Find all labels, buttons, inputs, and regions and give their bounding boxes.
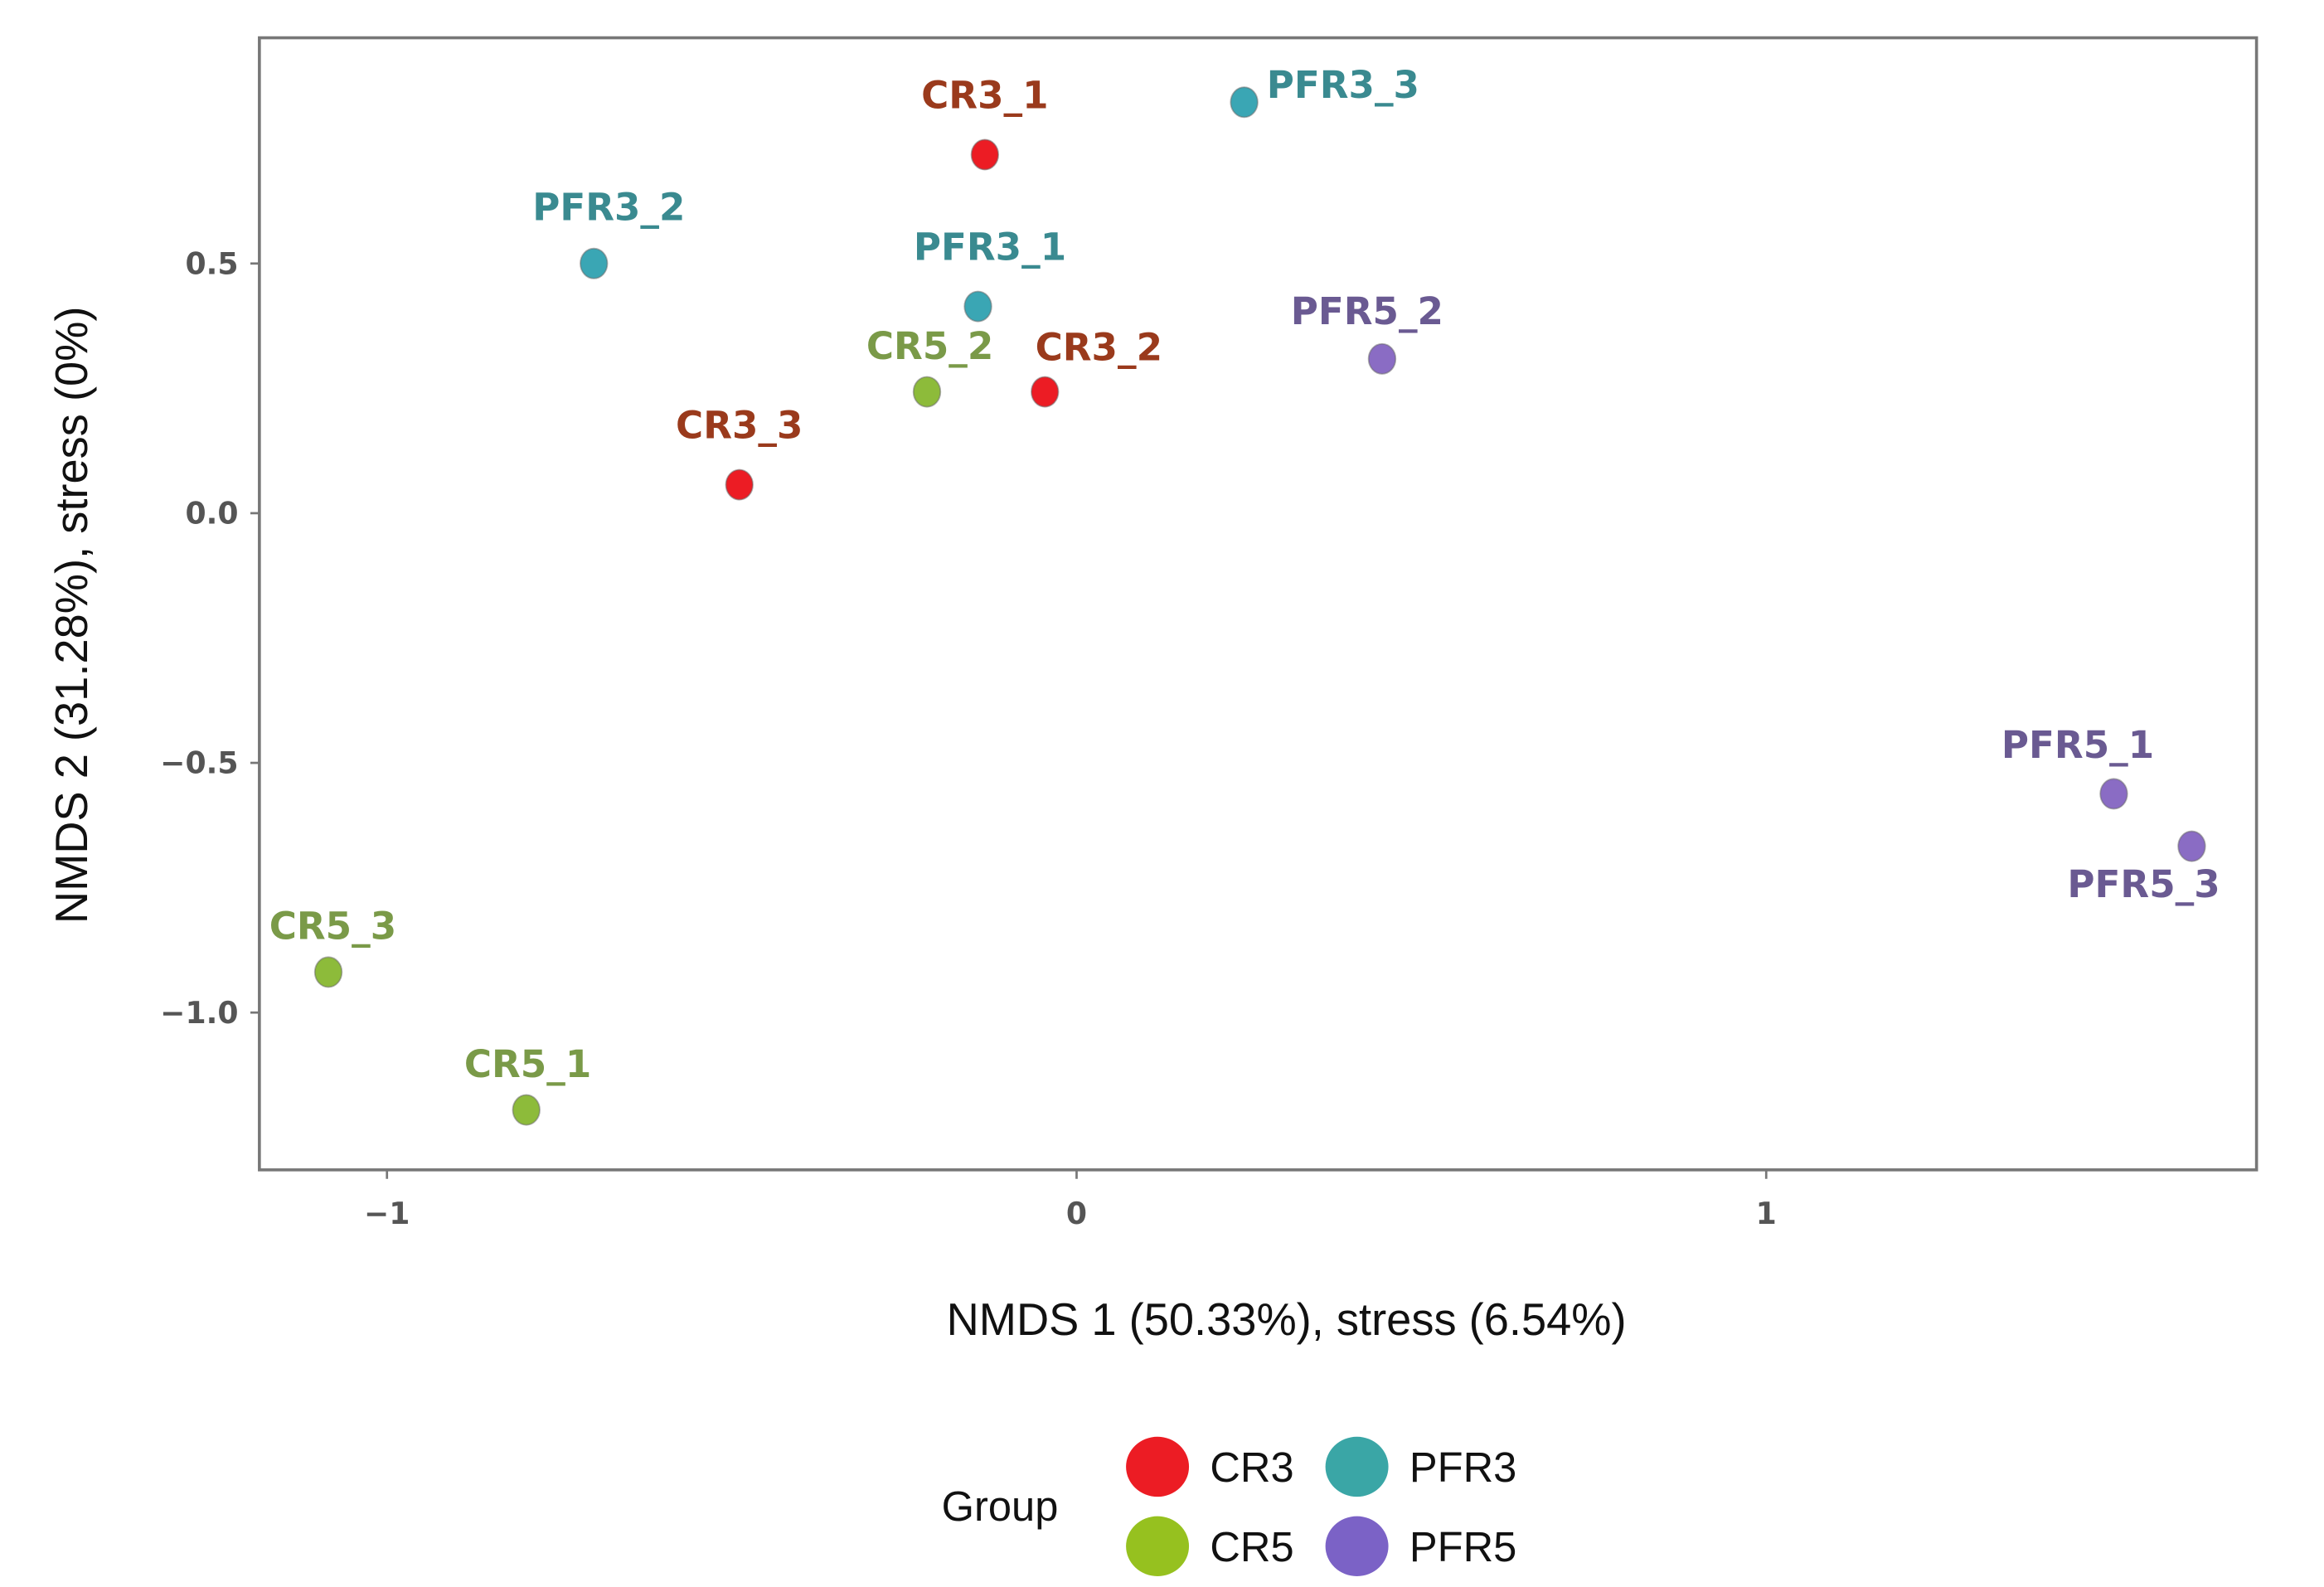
legend-item-cr3: CR3: [1126, 1436, 1294, 1497]
point-label: PFR3_3: [1267, 63, 1419, 107]
legend-item-pfr3: PFR3: [1325, 1436, 1516, 1497]
data-point-pfr3-1: PFR3_1: [914, 226, 1066, 323]
point-marker: [313, 956, 343, 988]
legend: Group CR3 PFR3 CR5 PFR5: [942, 1436, 1516, 1576]
legend-label: CR3: [1210, 1444, 1293, 1491]
point-marker: [1031, 376, 1060, 408]
legend-title: Group: [942, 1483, 1059, 1530]
data-point-cr5-2: CR5_2: [866, 324, 993, 408]
y-tick-label: 0.5: [185, 245, 238, 281]
point-label: PFR5_1: [2001, 723, 2154, 767]
point-marker: [580, 247, 609, 279]
point-marker: [963, 290, 992, 323]
legend-label: CR5: [1210, 1523, 1293, 1570]
x-tick-label: 0: [1066, 1196, 1087, 1231]
point-label: CR5_1: [464, 1042, 591, 1086]
point-label: PFR5_3: [2067, 862, 2220, 906]
point-marker: [2177, 830, 2206, 862]
x-axis-label: NMDS 1 (50.33%), stress (6.54%): [947, 1295, 1627, 1345]
legend-item-cr5: CR5: [1126, 1516, 1294, 1576]
legend-swatch: [1325, 1516, 1389, 1576]
data-point-cr5-3: CR5_3: [269, 905, 396, 988]
data-point-pfr5-2: PFR5_2: [1291, 289, 1443, 375]
legend-label: PFR3: [1409, 1444, 1516, 1491]
point-label: PFR5_2: [1291, 289, 1443, 333]
point-marker: [970, 138, 1000, 171]
x-tick-label: −1: [364, 1196, 410, 1231]
y-tick-label: −0.5: [160, 745, 238, 781]
point-marker: [912, 376, 942, 408]
legend-item-pfr5: PFR5: [1325, 1516, 1516, 1576]
legend-swatch: [1126, 1516, 1190, 1576]
plot-panel: [258, 36, 2259, 1172]
legend-swatch: [1325, 1436, 1389, 1497]
x-tick-label: 1: [1756, 1196, 1777, 1231]
data-point-pfr5-3: PFR5_3: [2067, 830, 2220, 906]
point-label: PFR3_2: [532, 185, 685, 229]
point-label: PFR3_1: [914, 226, 1066, 269]
data-point-pfr3-2: PFR3_2: [532, 185, 685, 279]
data-point-cr3-2: CR3_2: [1031, 326, 1162, 408]
y-tick-label: 0.0: [185, 496, 238, 531]
point-marker: [512, 1094, 541, 1126]
y-tick-label: −1.0: [160, 995, 238, 1031]
point-marker: [1230, 86, 1259, 119]
point-label: CR3_2: [1036, 326, 1162, 370]
point-label: CR3_1: [921, 73, 1048, 117]
y-axis-label: NMDS 2 (31.28%), stress (0%): [47, 306, 97, 924]
data-point-cr3-3: CR3_3: [676, 404, 803, 501]
point-label: CR5_3: [269, 905, 396, 949]
data-point-pfr5-1: PFR5_1: [2001, 723, 2154, 810]
data-point-cr5-1: CR5_1: [464, 1042, 591, 1126]
point-label: CR5_2: [866, 324, 993, 368]
legend-label: PFR5: [1409, 1523, 1516, 1570]
point-marker: [1367, 342, 1397, 375]
point-label: CR3_3: [676, 404, 803, 448]
point-marker: [2099, 778, 2128, 810]
point-marker: [725, 468, 754, 501]
legend-swatch: [1126, 1436, 1190, 1497]
data-point-cr3-1: CR3_1: [921, 73, 1049, 171]
data-point-pfr3-3: PFR3_3: [1230, 63, 1419, 119]
